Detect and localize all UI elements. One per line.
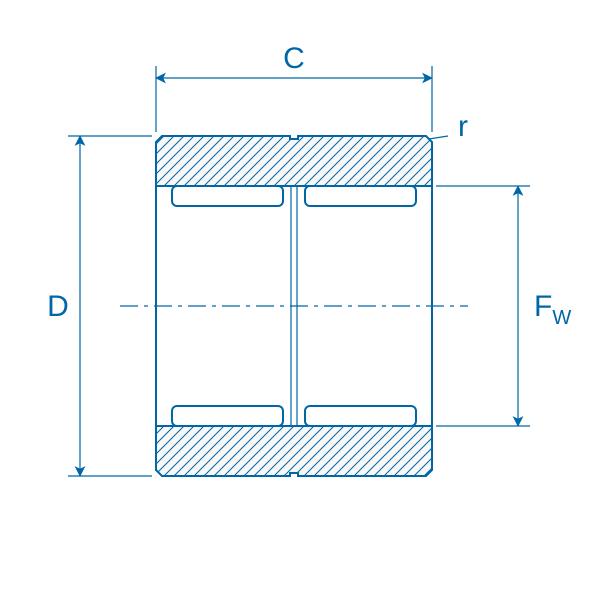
label-D: D — [47, 290, 69, 323]
leader-r — [429, 136, 448, 139]
roller — [305, 406, 416, 426]
label-r: r — [458, 110, 468, 143]
label-Fw: FW — [534, 290, 571, 329]
label-C: C — [283, 42, 305, 75]
outer-ring-top-section — [156, 136, 432, 186]
roller — [172, 406, 283, 426]
roller — [172, 186, 283, 206]
roller — [305, 186, 416, 206]
outer-ring-bottom-section — [156, 426, 432, 476]
bearing-cross-section: C D FW r — [0, 0, 600, 600]
